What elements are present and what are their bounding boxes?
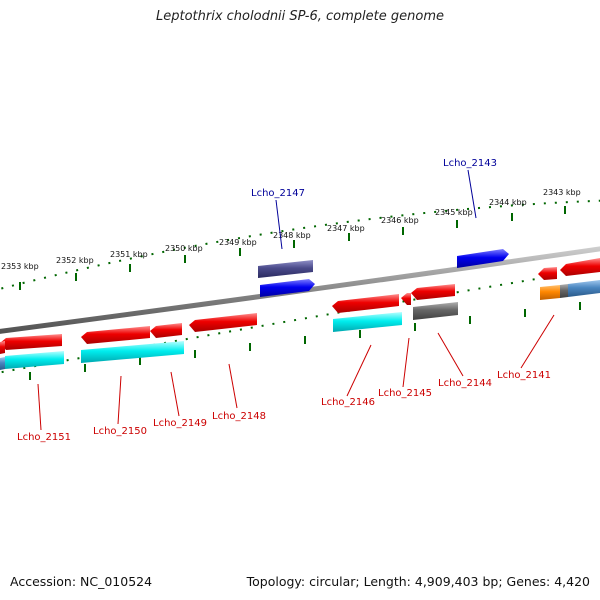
leader-lcho-2150: [117, 375, 122, 425]
inner-major-ticks: [29, 302, 581, 380]
gene-label-lcho-2151[interactable]: Lcho_2151: [17, 432, 71, 443]
leader-lcho-2151: [37, 383, 42, 431]
scale-label-2348: 2348 kbp: [273, 231, 311, 240]
scale-label-2345: 2345 kbp: [435, 208, 473, 217]
gray-feature-lcho-2141[interactable]: [560, 284, 568, 298]
gene-label-lcho-2143[interactable]: Lcho_2143: [443, 158, 497, 169]
scale-label-2352: 2352 kbp: [56, 256, 94, 265]
gene-label-lcho-2150[interactable]: Lcho_2150: [93, 426, 147, 437]
gene-feature-lcho-2146[interactable]: [333, 312, 402, 332]
cds-feature-lcho-2146[interactable]: [332, 294, 399, 313]
cds-feature-lcho-2151[interactable]: [0, 334, 62, 350]
cds-feature-lcho-2143[interactable]: [457, 249, 509, 268]
cds-feature-lcho-2149[interactable]: [150, 323, 182, 338]
scale-label-2351: 2351 kbp: [110, 250, 148, 259]
gene-feature-lcho-2151[interactable]: [5, 351, 64, 369]
gene-feature-lcho-2150[interactable]: [81, 341, 184, 363]
leader-lcho-2141: [520, 314, 555, 369]
gene-label-lcho-2148[interactable]: Lcho_2148: [212, 411, 266, 422]
leader-lcho-2146: [346, 344, 372, 397]
cds-feature-lcho-2144[interactable]: [411, 284, 455, 300]
scale-label-2344: 2344 kbp: [489, 198, 527, 207]
leader-lcho-2148: [228, 363, 238, 409]
forward-strand-features: [258, 249, 509, 297]
gene-label-lcho-2146[interactable]: Lcho_2146: [321, 397, 375, 408]
leader-lcho-2143: [467, 169, 477, 219]
outer-major-ticks: [19, 206, 566, 290]
scale-label-2353: 2353 kbp: [1, 262, 39, 271]
cds-feature-lcho-2141b[interactable]: [560, 258, 600, 276]
scale-label-2343: 2343 kbp: [543, 188, 581, 197]
label-leaders: [37, 169, 555, 431]
leader-lcho-2145: [402, 337, 410, 388]
scale-label-2350: 2350 kbp: [165, 244, 203, 253]
gene-feature-lcho-2147[interactable]: [258, 260, 313, 278]
scale-label-2346: 2346 kbp: [381, 216, 419, 225]
cds-feature-lcho-2150[interactable]: [81, 326, 150, 344]
outer-tick-arc: [0, 199, 600, 290]
pseudo-feature-lcho-2144[interactable]: [413, 302, 458, 320]
map-title: Leptothrix cholodnii SP-6, complete geno…: [156, 9, 444, 24]
leader-lcho-2144: [437, 332, 464, 377]
gene-label-lcho-2147[interactable]: Lcho_2147: [251, 188, 305, 199]
gene-label-lcho-2144[interactable]: Lcho_2144: [438, 378, 492, 389]
partial-feature-left[interactable]: [0, 341, 5, 354]
cds-feature-lcho-2147[interactable]: [260, 279, 315, 297]
partial-gene-left[interactable]: [0, 357, 5, 370]
steel-feature-lcho-2141[interactable]: [568, 280, 600, 297]
scale-label-2347: 2347 kbp: [327, 224, 365, 233]
gene-label-lcho-2141[interactable]: Lcho_2141: [497, 370, 551, 381]
topology-text: Topology: circular; Length: 4,909,403 bp…: [246, 574, 590, 589]
cds-feature-lcho-2148[interactable]: [189, 313, 257, 332]
cds-feature-lcho-2141a[interactable]: [538, 267, 557, 280]
reverse-strand-features: [0, 258, 600, 370]
gene-label-lcho-2145[interactable]: Lcho_2145: [378, 388, 432, 399]
cds-feature-lcho-2145[interactable]: [401, 293, 411, 305]
scale-label-2349: 2349 kbp: [219, 238, 257, 247]
leader-lcho-2149: [170, 371, 180, 417]
gene-label-lcho-2149[interactable]: Lcho_2149: [153, 418, 207, 429]
leader-lcho-2147: [275, 199, 283, 250]
orange-feature-lcho-2141[interactable]: [540, 285, 560, 300]
accession-text: Accession: NC_010524: [10, 574, 153, 589]
